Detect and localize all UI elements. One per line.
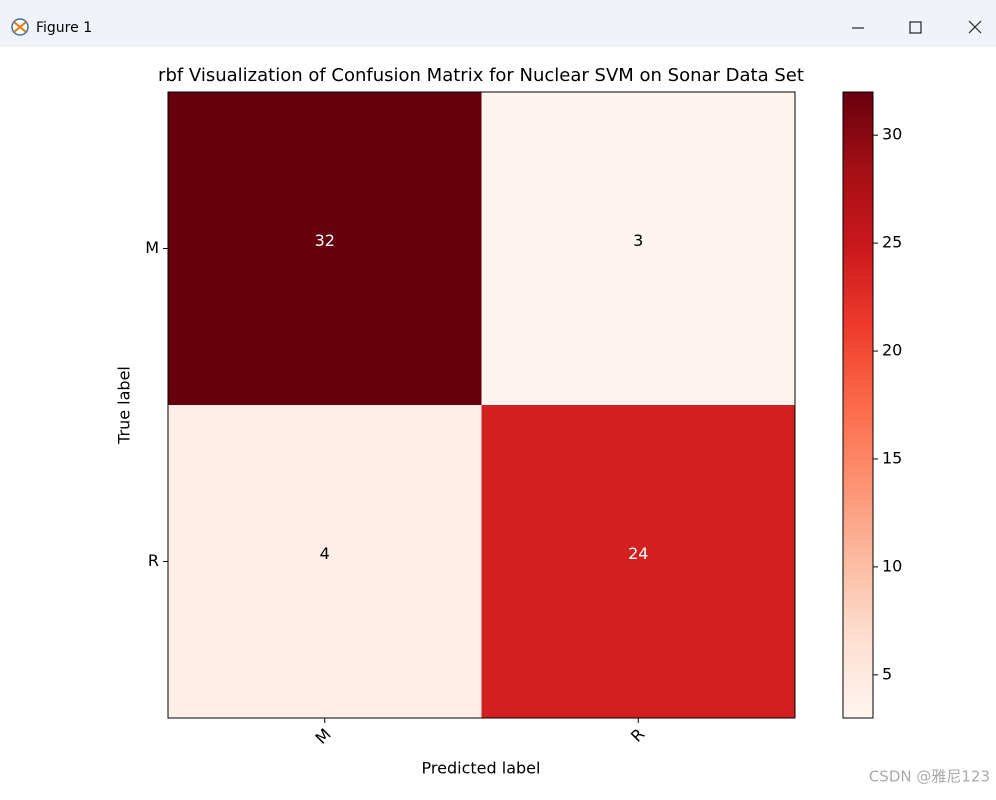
cell-label: 24 [628,544,648,563]
colorbar-tick-label: 15 [882,448,902,467]
colorbar-tick-label: 25 [882,233,902,252]
y-tick-label: M [145,238,159,257]
maximize-button[interactable] [893,10,937,44]
colorbar-tick-label: 5 [882,664,892,683]
colorbar-tick-label: 10 [882,556,902,575]
heatmap-cell [168,92,482,405]
x-axis-label: Predicted label [422,759,541,778]
cell-label: 3 [633,231,643,250]
title-bar [0,0,996,46]
minimize-button[interactable] [835,10,879,44]
window-title: Figure 1 [36,20,92,36]
app-icon [11,18,29,36]
chart-title: rbf Visualization of Confusion Matrix fo… [158,65,804,86]
cell-label: 4 [320,544,330,563]
heatmap-cell [168,405,482,718]
plot-frame [167,91,796,719]
close-button[interactable] [952,10,996,44]
y-tick-label: R [148,551,159,570]
colorbar-tick-label: 20 [882,341,902,360]
colorbar-tick-label: 30 [882,125,902,144]
x-tick-label: M [312,725,335,748]
x-tick-label: R [627,725,648,746]
heatmap-cell [481,92,795,405]
y-axis-label: True label [115,366,134,445]
cell-label: 32 [315,231,335,250]
heatmap-cell [481,405,795,718]
watermark: CSDN @雅尼123 [869,768,990,786]
colorbar [842,91,874,719]
